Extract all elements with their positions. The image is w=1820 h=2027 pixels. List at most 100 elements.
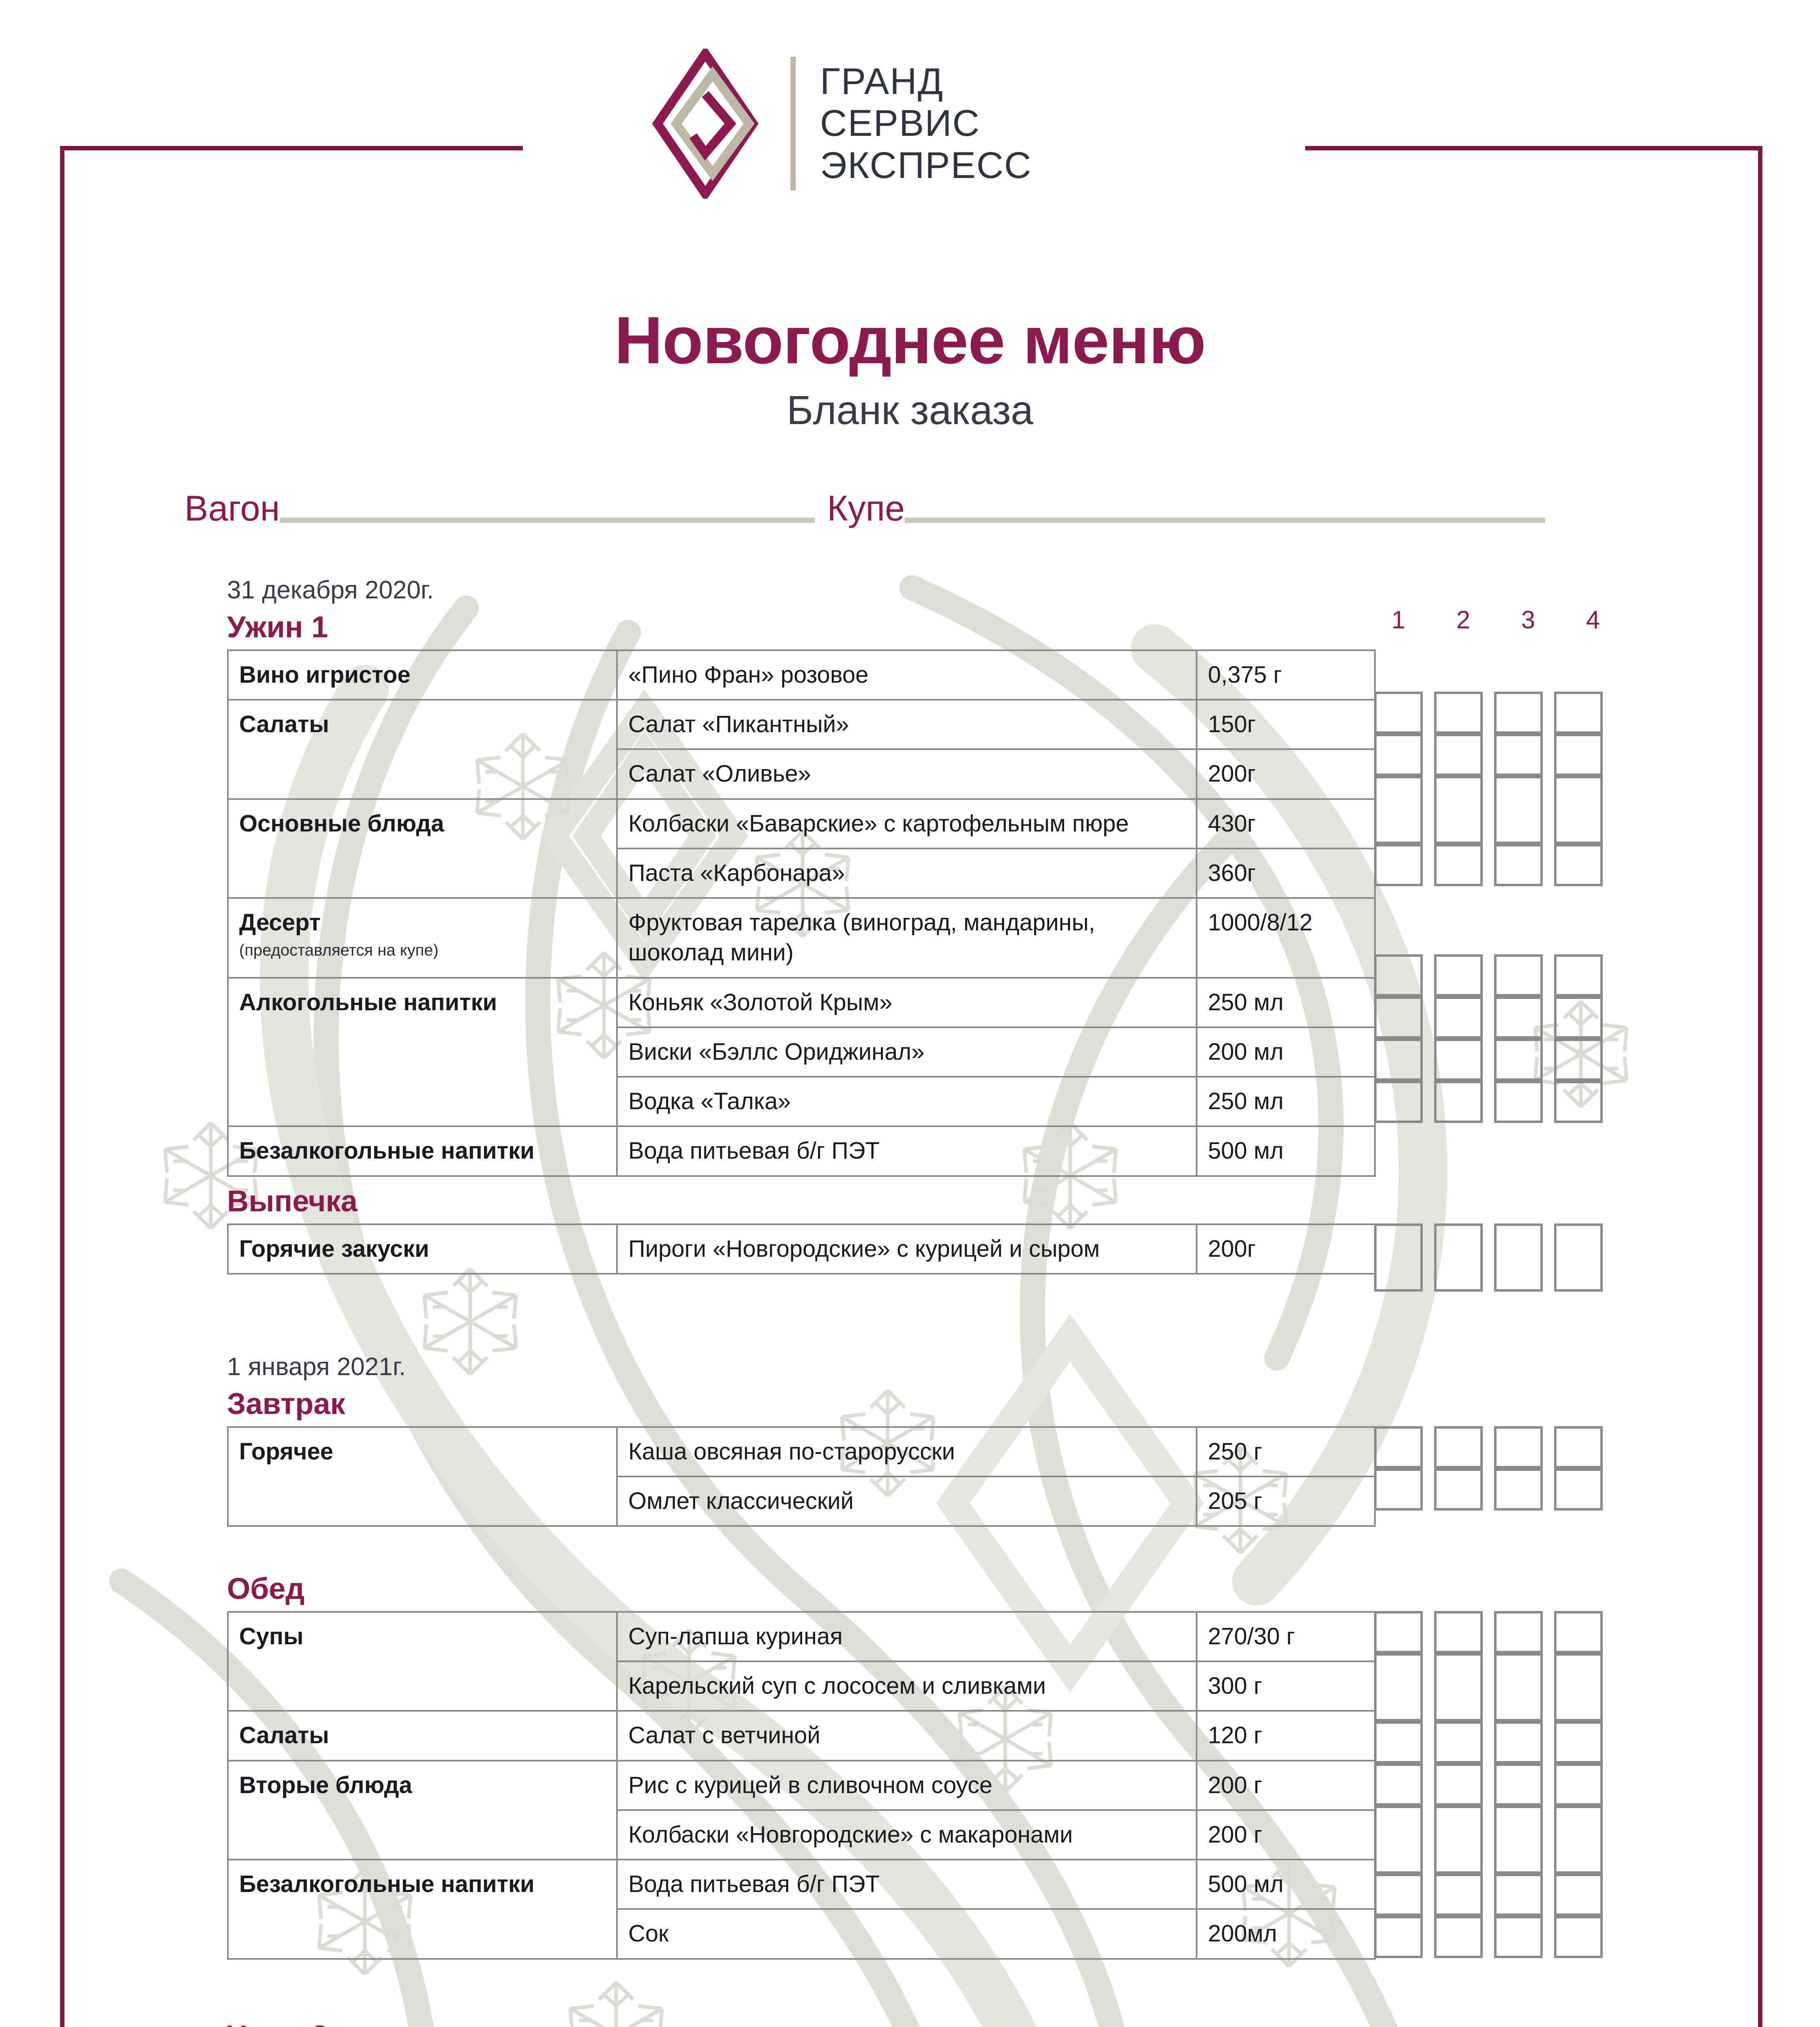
order-checkbox[interactable]: [1434, 1653, 1483, 1721]
order-checkbox[interactable]: [1554, 1763, 1603, 1806]
order-checkbox[interactable]: [1374, 844, 1423, 886]
order-checkbox[interactable]: [1374, 1468, 1423, 1511]
order-checkbox[interactable]: [1434, 1721, 1483, 1763]
order-checkbox[interactable]: [1554, 1721, 1603, 1763]
order-checkbox[interactable]: [1374, 1806, 1423, 1874]
order-checkbox[interactable]: [1374, 1653, 1423, 1721]
order-checkbox[interactable]: [1494, 996, 1543, 1039]
order-checkbox[interactable]: [1554, 1223, 1603, 1292]
wagon-input-line[interactable]: [280, 518, 815, 523]
row-dish-name: Коньяк «Золотой Крым»: [616, 977, 1197, 1028]
order-checkbox[interactable]: [1494, 734, 1543, 776]
row-dish-name: Вода питьевая б/г ПЭТ: [616, 1125, 1197, 1177]
table-row: Салаты Салат с ветчиной 120 г: [227, 1710, 1376, 1761]
order-checkbox[interactable]: [1554, 1081, 1603, 1123]
order-checkbox[interactable]: [1374, 1426, 1423, 1468]
order-checkbox[interactable]: [1434, 776, 1483, 844]
column-number-4: 4: [1586, 606, 1600, 634]
order-checkbox[interactable]: [1554, 1874, 1603, 1916]
order-checkbox[interactable]: [1374, 1874, 1423, 1916]
order-checkbox[interactable]: [1554, 776, 1603, 844]
order-checkbox[interactable]: [1434, 1611, 1483, 1653]
order-checkbox[interactable]: [1494, 954, 1543, 996]
section-heading-3: Завтрак: [227, 1387, 345, 1421]
checkbox-spacer: [1554, 649, 1603, 692]
row-weight: 200 г: [1196, 1809, 1376, 1861]
order-checkbox[interactable]: [1494, 1874, 1543, 1916]
column-number-2: 2: [1456, 606, 1471, 634]
page-title: Новогоднее меню: [614, 303, 1206, 377]
order-checkbox[interactable]: [1374, 954, 1423, 996]
order-checkbox[interactable]: [1494, 1081, 1543, 1123]
checkbox-spacer: [1374, 886, 1423, 954]
order-checkbox[interactable]: [1554, 1611, 1603, 1653]
checkbox-column-3: [1494, 649, 1543, 1123]
row-dish-name: Омлет классический: [616, 1476, 1197, 1527]
order-checkbox[interactable]: [1434, 1223, 1483, 1292]
table-row: Горячее Каша овсяная по-старорусски 250 г: [227, 1426, 1376, 1527]
order-checkbox[interactable]: [1374, 1039, 1423, 1081]
order-checkbox[interactable]: [1554, 954, 1603, 996]
order-checkbox[interactable]: [1374, 692, 1423, 734]
order-checkbox[interactable]: [1494, 1806, 1543, 1874]
order-checkbox[interactable]: [1554, 692, 1603, 734]
checkbox-column-4: [1554, 1223, 1603, 1292]
table-row: Алкогольные напитки Коньяк «Золотой Крым»…: [227, 977, 1376, 1127]
order-checkbox[interactable]: [1434, 996, 1483, 1039]
order-checkbox[interactable]: [1494, 1468, 1543, 1511]
order-checkbox[interactable]: [1434, 1763, 1483, 1806]
order-checkbox[interactable]: [1374, 1223, 1423, 1292]
wagon-field[interactable]: Вагон: [184, 491, 815, 526]
order-checkbox[interactable]: [1374, 1611, 1423, 1653]
order-checkbox[interactable]: [1494, 776, 1543, 844]
order-checkbox[interactable]: [1434, 734, 1483, 776]
compartment-input-line[interactable]: [905, 518, 1546, 523]
checkbox-spacer: [1434, 649, 1483, 692]
order-checkbox[interactable]: [1434, 1874, 1483, 1916]
order-checkbox[interactable]: [1494, 1763, 1543, 1806]
order-checkbox[interactable]: [1494, 1611, 1543, 1653]
row-category: Горячее: [227, 1426, 618, 1527]
order-checkbox[interactable]: [1554, 1806, 1603, 1874]
table-row: Вино игристое «Пино Фран» розовое 0,375 г: [227, 649, 1376, 701]
order-checkbox[interactable]: [1434, 1426, 1483, 1468]
order-checkbox[interactable]: [1434, 1039, 1483, 1081]
order-checkbox[interactable]: [1494, 692, 1543, 734]
order-checkbox[interactable]: [1494, 844, 1543, 886]
order-checkbox[interactable]: [1434, 692, 1483, 734]
order-checkbox[interactable]: [1434, 954, 1483, 996]
order-checkbox[interactable]: [1374, 1916, 1423, 1958]
order-checkbox[interactable]: [1494, 1223, 1543, 1292]
order-checkbox[interactable]: [1374, 776, 1423, 844]
order-checkbox[interactable]: [1374, 1081, 1423, 1123]
order-checkbox[interactable]: [1374, 734, 1423, 776]
section-heading-1: Ужин 1: [227, 610, 328, 644]
order-checkbox[interactable]: [1434, 1806, 1483, 1874]
order-checkbox[interactable]: [1494, 1039, 1543, 1081]
order-checkbox[interactable]: [1434, 1916, 1483, 1958]
order-checkbox[interactable]: [1494, 1721, 1543, 1763]
order-checkbox[interactable]: [1434, 1081, 1483, 1123]
checkbox-grid-4: [1374, 1611, 1603, 1958]
row-category: Салаты: [227, 1710, 618, 1761]
order-checkbox[interactable]: [1374, 996, 1423, 1039]
order-checkbox[interactable]: [1554, 1426, 1603, 1468]
order-checkbox[interactable]: [1554, 1039, 1603, 1081]
order-checkbox[interactable]: [1374, 1721, 1423, 1763]
order-checkbox[interactable]: [1374, 1763, 1423, 1806]
order-checkbox[interactable]: [1494, 1653, 1543, 1721]
order-checkbox[interactable]: [1554, 996, 1603, 1039]
checkbox-column-1: [1374, 649, 1423, 1123]
order-checkbox[interactable]: [1554, 1916, 1603, 1958]
compartment-field[interactable]: Купе: [827, 491, 1546, 526]
order-checkbox[interactable]: [1434, 844, 1483, 886]
order-checkbox[interactable]: [1554, 1653, 1603, 1721]
checkbox-spacer: [1494, 886, 1543, 954]
order-checkbox[interactable]: [1554, 844, 1603, 886]
order-checkbox[interactable]: [1554, 734, 1603, 776]
order-checkbox[interactable]: [1494, 1426, 1543, 1468]
order-checkbox[interactable]: [1434, 1468, 1483, 1511]
section-heading-2: Выпечка: [227, 1184, 358, 1218]
order-checkbox[interactable]: [1554, 1468, 1603, 1511]
order-checkbox[interactable]: [1494, 1916, 1543, 1958]
